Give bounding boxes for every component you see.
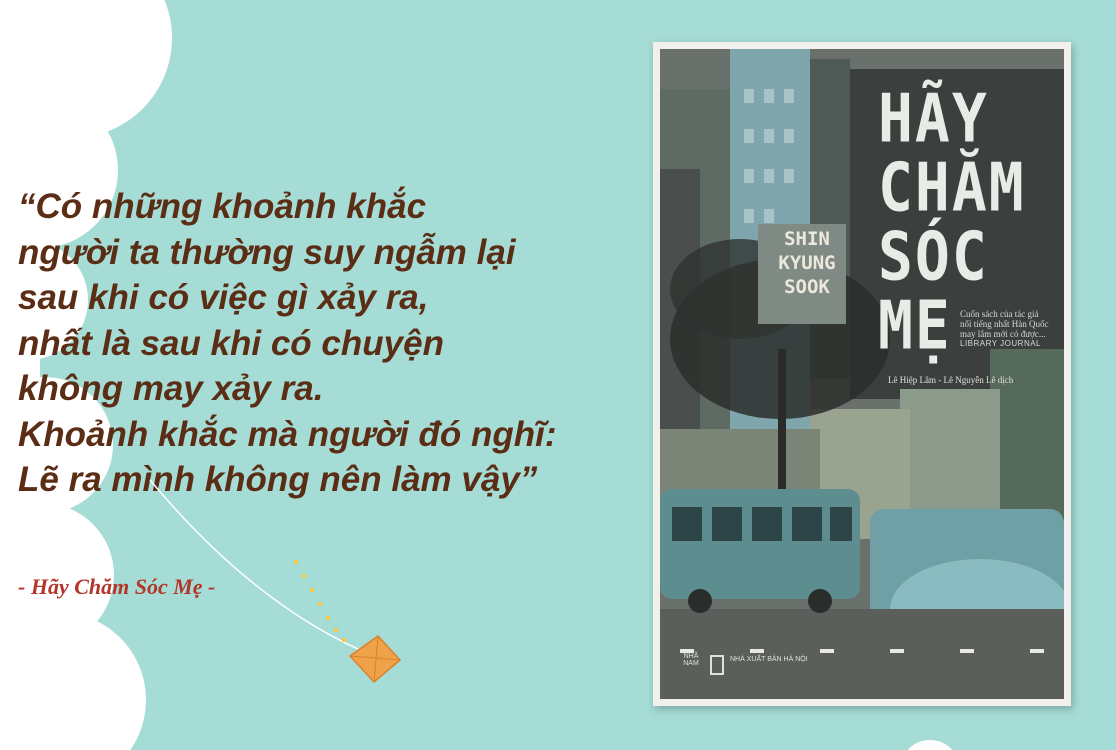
book-author: SHIN KYUNG SOOK <box>764 227 850 299</box>
quote-line: người ta thường suy ngẫm lại <box>18 232 516 272</box>
book-title-line: MẸ <box>878 286 952 365</box>
author-line: SOOK <box>784 276 830 298</box>
quote-line: Lẽ ra mình không nên làm vậy” <box>18 460 538 499</box>
blurb-text: Cuốn sách của tác giả nổi tiếng nhất Hàn… <box>960 309 1049 339</box>
author-line: KYUNG <box>778 252 836 274</box>
book-title: HÃY CHĂM SÓC MẸ <box>878 84 1058 360</box>
author-line: SHIN <box>784 228 830 250</box>
blurb-source: LIBRARY JOURNAL <box>960 339 1042 348</box>
quote-text: “Có những khoảnh khắc người ta thường su… <box>18 184 638 503</box>
quote-line: Khoảnh khắc mà người đó nghĩ: <box>18 414 557 454</box>
book-blurb: Cuốn sách của tác giả nổi tiếng nhất Hàn… <box>960 309 1050 349</box>
quote-line: nhất là sau khi có chuyện <box>18 323 444 363</box>
publisher-name: NHÀ XUẤT BẢN HÀ NỘI <box>730 656 808 663</box>
author-plate <box>758 224 846 324</box>
quote-line: “Có những khoảnh khắc <box>18 187 427 226</box>
publisher-mark-icon <box>710 655 724 675</box>
quote-line: sau khi có việc gì xảy ra, <box>18 278 429 317</box>
book-cover: HÃY CHĂM SÓC MẸ SHIN KYUNG SOOK Cuốn sác… <box>653 42 1071 706</box>
book-title-line: CHĂM <box>878 148 1026 227</box>
book-translator: Lê Hiệp Lâm - Lê Nguyễn Lê dịch <box>888 375 1014 385</box>
publisher-block: NHÃ NAM NHÀ XUẤT BẢN HÀ NỘI <box>676 653 816 683</box>
quote-line: không may xảy ra. <box>18 369 324 408</box>
book-title-line: HÃY <box>878 79 989 158</box>
city-illustration <box>660 49 1064 699</box>
cover-illustration: HÃY CHĂM SÓC MẸ SHIN KYUNG SOOK Cuốn sác… <box>660 49 1064 699</box>
quote-source: - Hãy Chăm Sóc Mẹ - <box>18 574 216 599</box>
book-title-line: SÓC <box>878 217 989 296</box>
publisher-logo: NHÃ NAM <box>683 653 699 667</box>
